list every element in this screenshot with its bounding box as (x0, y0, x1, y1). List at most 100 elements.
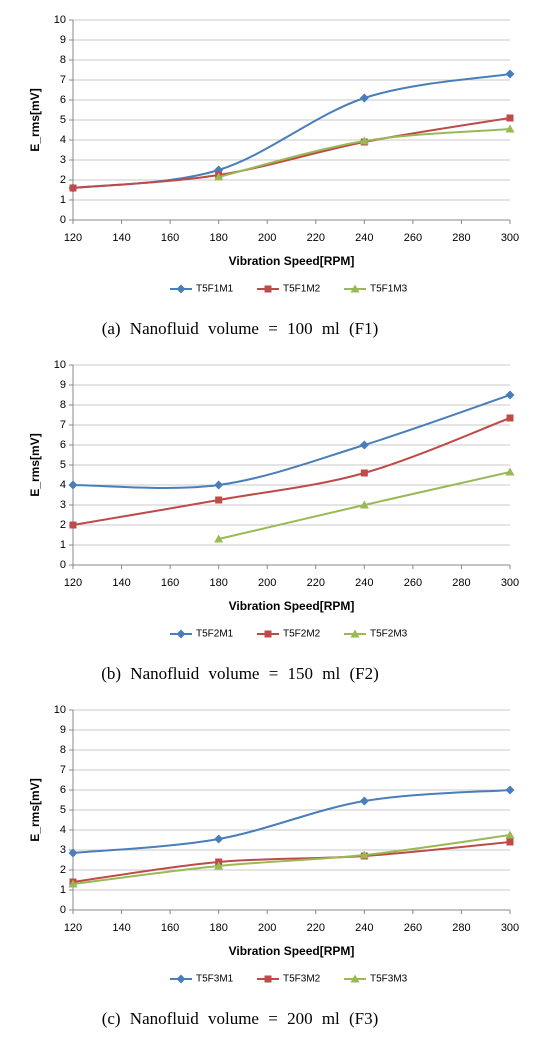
marker (350, 974, 360, 983)
legend-label: T5F3M1 (196, 974, 234, 985)
y-tick-label: 9 (60, 34, 66, 46)
marker (68, 848, 78, 858)
y-tick-label: 1 (60, 194, 66, 206)
y-tick-label: 0 (60, 559, 66, 571)
y-tick-label: 7 (60, 764, 66, 776)
x-tick-label: 160 (161, 922, 179, 934)
x-tick-label: 280 (452, 922, 470, 934)
legend-label: T5F2M3 (370, 629, 408, 640)
legend-label: T5F1M2 (283, 284, 321, 295)
marker (350, 629, 360, 638)
y-tick-label: 10 (54, 359, 66, 371)
x-axis-label: Vibration Speed[RPM] (229, 254, 355, 268)
x-tick-label: 160 (161, 232, 179, 244)
marker (505, 69, 515, 79)
marker (264, 285, 272, 293)
marker (69, 521, 77, 529)
marker (505, 467, 515, 476)
x-axis-label: Vibration Speed[RPM] (229, 944, 355, 958)
marker (359, 93, 369, 103)
marker (359, 136, 369, 145)
caption: (c) Nanofluid volume = 200 ml (F3) (102, 1009, 379, 1028)
y-tick-label: 0 (60, 904, 66, 916)
x-tick-label: 260 (404, 922, 422, 934)
x-tick-label: 220 (307, 577, 325, 589)
marker (506, 838, 514, 846)
marker (68, 879, 78, 888)
marker (505, 390, 515, 400)
y-tick-label: 5 (60, 804, 66, 816)
legend-label: T5F2M2 (283, 629, 321, 640)
y-tick-label: 3 (60, 499, 66, 511)
marker (214, 834, 224, 844)
y-axis-label: E_rms[mV] (28, 88, 42, 151)
marker (506, 414, 514, 422)
marker (359, 850, 369, 859)
marker (215, 496, 223, 504)
y-tick-label: 9 (60, 379, 66, 391)
x-tick-label: 260 (404, 232, 422, 244)
x-tick-label: 200 (258, 922, 276, 934)
y-tick-label: 4 (60, 479, 66, 491)
y-tick-label: 6 (60, 784, 66, 796)
x-tick-label: 140 (112, 577, 130, 589)
marker (505, 124, 515, 133)
marker (176, 629, 186, 639)
series-line (72, 834, 511, 885)
y-tick-label: 1 (60, 884, 66, 896)
y-tick-label: 6 (60, 94, 66, 106)
caption: (a) Nanofluid volume = 100 ml (F1) (102, 319, 379, 338)
y-tick-label: 2 (60, 864, 66, 876)
marker (350, 284, 360, 293)
y-tick-label: 1 (60, 539, 66, 551)
y-tick-label: 7 (60, 74, 66, 86)
y-axis-label: E_rms[mV] (28, 433, 42, 496)
x-tick-label: 240 (355, 577, 373, 589)
x-tick-label: 280 (452, 577, 470, 589)
series-line (72, 394, 511, 489)
x-tick-label: 140 (112, 232, 130, 244)
marker (214, 861, 224, 870)
marker (68, 480, 78, 490)
x-tick-label: 300 (501, 577, 519, 589)
marker (264, 630, 272, 638)
x-tick-label: 280 (452, 232, 470, 244)
y-tick-label: 0 (60, 214, 66, 226)
legend-label: T5F2M1 (196, 629, 234, 640)
y-tick-label: 8 (60, 54, 66, 66)
y-tick-label: 8 (60, 399, 66, 411)
marker (214, 480, 224, 490)
marker (505, 785, 515, 795)
x-tick-label: 200 (258, 232, 276, 244)
x-tick-label: 300 (501, 232, 519, 244)
y-tick-label: 3 (60, 844, 66, 856)
x-tick-label: 140 (112, 922, 130, 934)
x-tick-label: 120 (64, 577, 82, 589)
marker (176, 974, 186, 984)
y-tick-label: 5 (60, 459, 66, 471)
marker (214, 172, 224, 181)
x-tick-label: 120 (64, 232, 82, 244)
y-tick-label: 8 (60, 744, 66, 756)
series-line (72, 841, 511, 883)
marker (176, 284, 186, 294)
caption: (b) Nanofluid volume = 150 ml (F2) (101, 664, 379, 683)
x-tick-label: 180 (209, 922, 227, 934)
marker (359, 440, 369, 450)
y-tick-label: 2 (60, 519, 66, 531)
series-line (72, 789, 511, 854)
marker (359, 796, 369, 806)
x-tick-label: 240 (355, 232, 373, 244)
x-tick-label: 200 (258, 577, 276, 589)
y-tick-label: 9 (60, 724, 66, 736)
series-line (72, 417, 511, 526)
series-line (72, 73, 511, 189)
x-tick-label: 180 (209, 232, 227, 244)
marker (264, 975, 272, 983)
y-tick-label: 2 (60, 174, 66, 186)
x-tick-label: 300 (501, 922, 519, 934)
marker (69, 184, 77, 192)
x-tick-label: 220 (307, 232, 325, 244)
marker (360, 469, 368, 477)
